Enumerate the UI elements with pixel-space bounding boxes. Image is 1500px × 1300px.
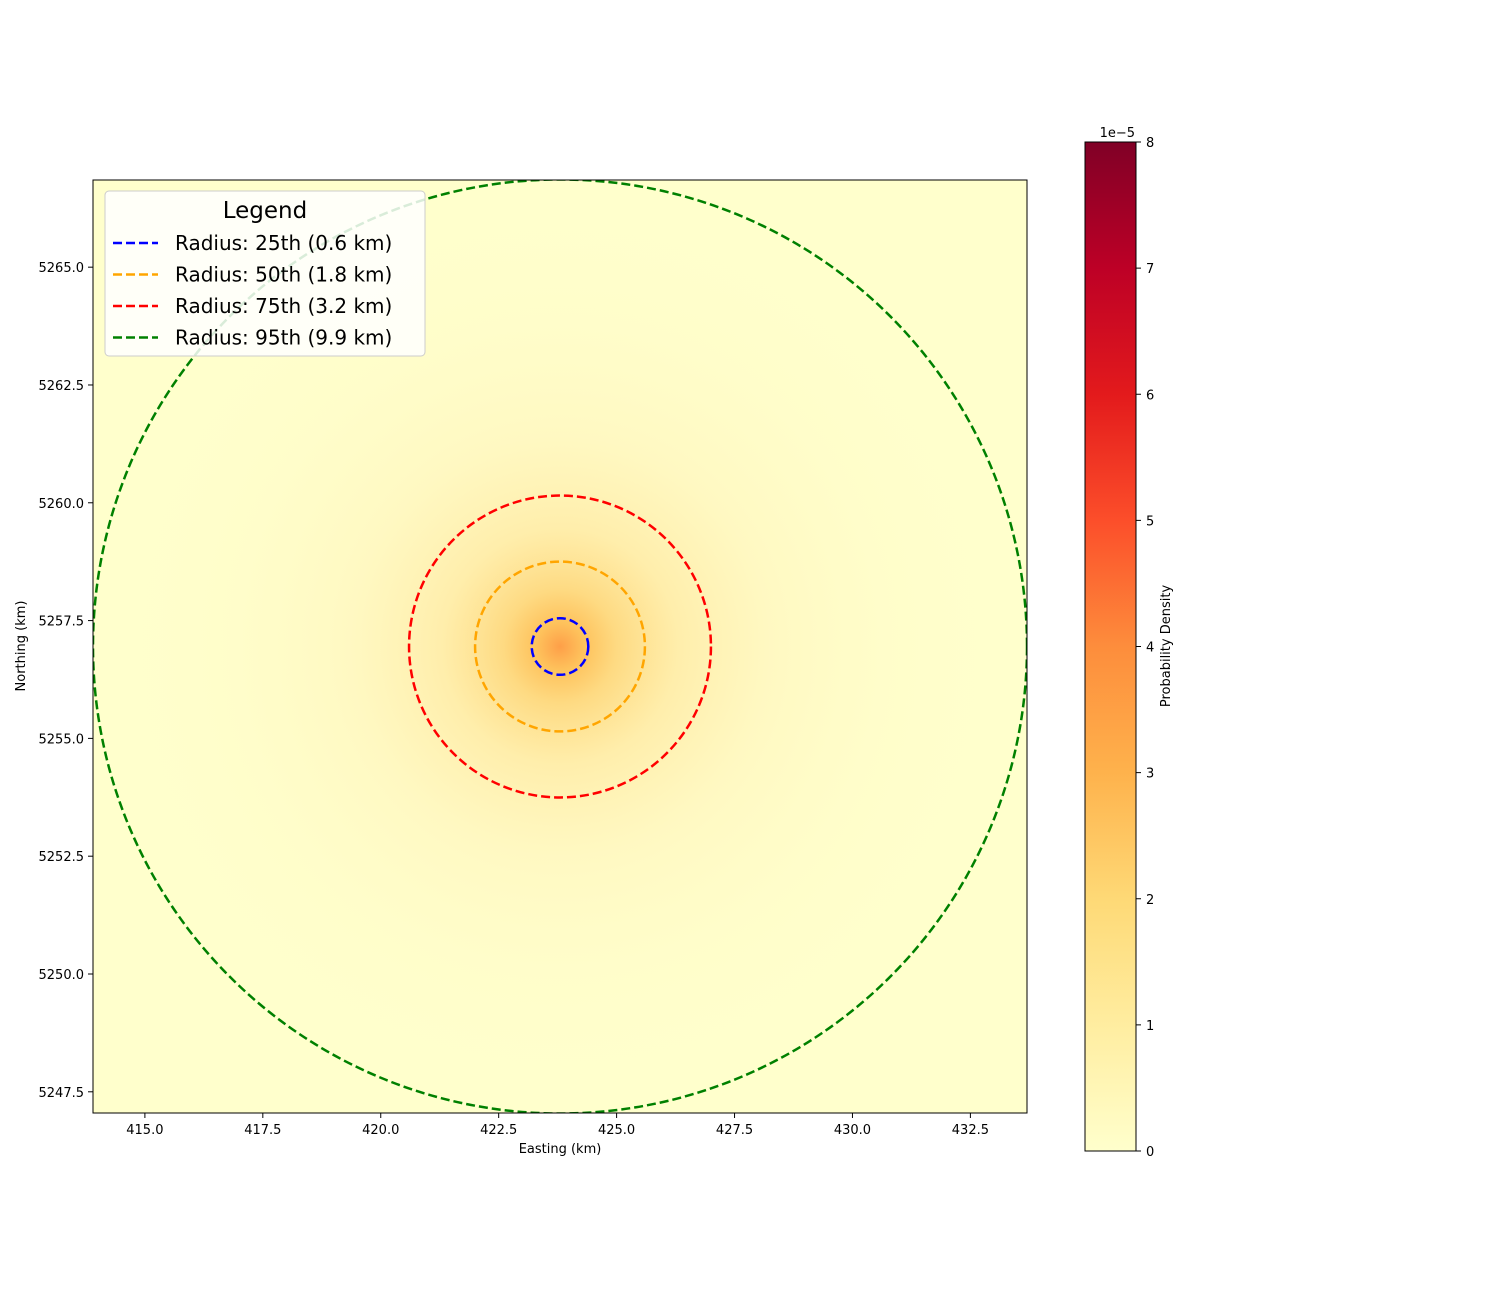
y-tick-label: 5255.0 [39,732,85,747]
y-tick-label: 5260.0 [39,497,85,512]
legend: Legend Radius: 25th (0.6 km) Radius: 50th… [104,190,426,357]
colorbar-tick-label: 6 [1146,388,1154,403]
x-tick-label: 422.5 [480,1123,517,1138]
y-tick-label: 5262.5 [39,379,85,394]
legend-label: Radius: 75th (3.2 km) [175,294,392,318]
y-tick-label: 5250.0 [39,968,85,983]
colorbar-ticks: 0 1 2 3 4 5 6 7 8 [1136,136,1154,1160]
colorbar-tick-label: 8 [1146,136,1154,151]
x-tick-label: 417.5 [244,1123,281,1138]
colorbar-tick-label: 3 [1146,767,1154,782]
colorbar-multiplier: 1e−5 [1100,126,1135,141]
colorbar-tick-label: 5 [1146,514,1154,529]
colorbar-label: Probability Density [1159,585,1174,708]
colorbar-tick-label: 4 [1146,641,1154,656]
colorbar-bar [1084,141,1137,1152]
x-tick-label: 420.0 [362,1123,399,1138]
y-axis: 5247.5 5250.0 5252.5 5255.0 5257.5 5260.0 5262… [39,261,93,1101]
colorbar-tick-label: 1 [1146,1019,1154,1034]
colorbar-tick-label: 7 [1146,262,1154,277]
density-hotspot [93,180,1027,1113]
legend-label: Radius: 50th (1.8 km) [175,263,392,287]
legend-title: Legend [223,198,308,224]
percentile-circle [473,560,647,733]
colorbar-tick-label: 0 [1146,1145,1154,1160]
legend-box [104,190,426,357]
colorbar: 0 1 2 3 4 5 6 7 8 1e−5 Probability Density [1084,126,1174,1160]
legend-label: Radius: 25th (0.6 km) [175,231,392,255]
legend-label: Radius: 95th (9.9 km) [175,326,392,350]
plot-frame [92,179,1028,1114]
legend-entries: Radius: 25th (0.6 km) Radius: 50th (1.8 k… [113,231,392,350]
colorbar-tick-label: 2 [1146,893,1154,908]
heatmap-layer [93,180,1027,1113]
y-tick-label: 5257.5 [39,615,85,630]
percentile-circle [407,494,713,799]
y-axis-title: Northing (km) [14,601,29,692]
x-tick-label: 427.5 [716,1123,753,1138]
y-tick-label: 5252.5 [39,850,85,865]
x-tick-label: 415.0 [126,1123,163,1138]
percentile-circle [530,616,590,677]
x-axis-title: Easting (km) [519,1142,602,1157]
x-tick-label: 425.0 [598,1123,635,1138]
x-axis: 415.0 417.5 420.0 422.5 425.0 427.5 430.0 432.5 [126,1113,989,1138]
percentile-circles [93,180,1027,1113]
y-tick-label: 5247.5 [39,1086,85,1101]
x-tick-label: 432.5 [952,1123,989,1138]
plot-area [92,179,1028,1114]
x-tick-label: 430.0 [834,1123,871,1138]
y-tick-label: 5265.0 [39,261,85,276]
